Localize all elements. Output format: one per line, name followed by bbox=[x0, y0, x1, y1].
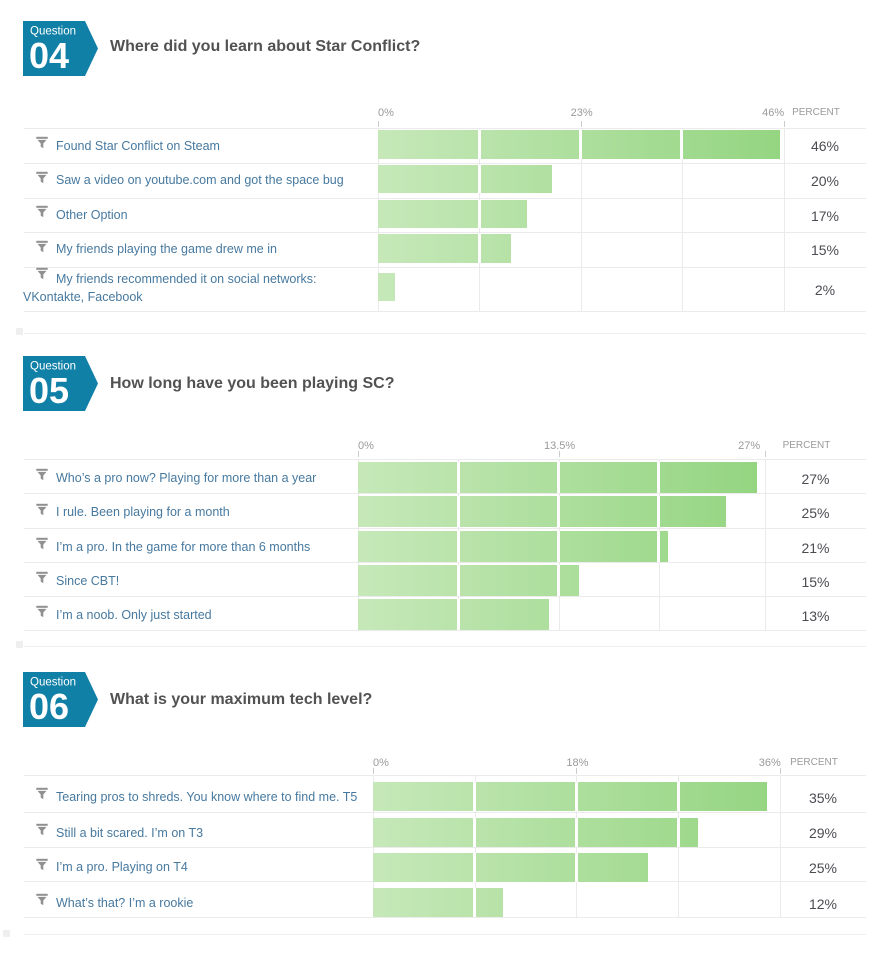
svg-text:Question: Question bbox=[30, 26, 76, 38]
svg-text:05: 05 bbox=[29, 370, 69, 411]
svg-text:Question: Question bbox=[30, 677, 76, 689]
svg-text:06: 06 bbox=[29, 686, 69, 727]
svg-text:Question: Question bbox=[30, 360, 76, 372]
svg-text:04: 04 bbox=[29, 35, 69, 76]
